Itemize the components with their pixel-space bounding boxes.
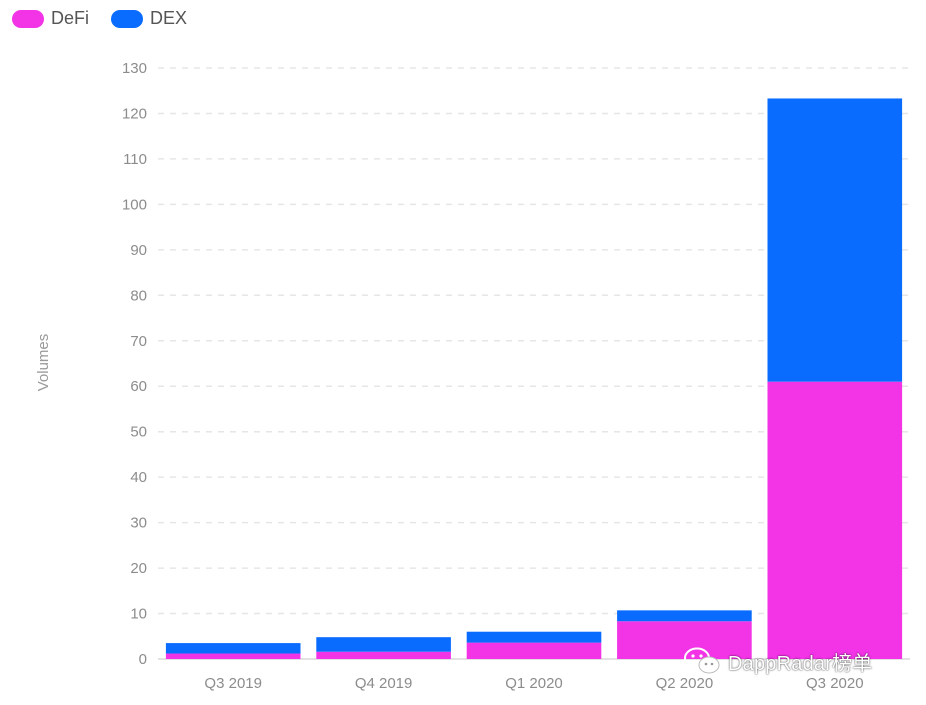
x-tick-label: Q1 2020 — [505, 675, 563, 692]
x-tick-label: Q3 2019 — [204, 675, 262, 692]
bar-defi-q1-2020 — [466, 642, 602, 659]
bar-defi-q3-2020 — [767, 381, 903, 659]
legend-label-dex: DEX — [150, 8, 188, 28]
bar-dex-q4-2019 — [316, 637, 451, 652]
y-tick-label: 20 — [130, 560, 147, 577]
legend-swatch-defi — [12, 9, 44, 28]
y-tick-label: 0 — [139, 651, 147, 668]
y-tick-label: 110 — [123, 151, 147, 168]
watermark-text: DappRadar榜单 — [728, 652, 873, 675]
watermark: DappRadar榜单 — [682, 646, 873, 676]
chart-legend: DeFi DEX — [12, 8, 187, 29]
legend-label-defi: DeFi — [51, 8, 90, 28]
bar-defi-q4-2019 — [316, 651, 451, 659]
y-tick-label: 50 — [130, 424, 147, 441]
y-tick-label: 40 — [130, 469, 147, 486]
y-tick-label: 70 — [130, 333, 147, 350]
legend-item-dex[interactable]: DEX — [111, 8, 187, 29]
legend-item-defi[interactable]: DeFi — [12, 8, 89, 29]
bar-dex-q2-2020 — [617, 610, 752, 622]
y-tick-label: 130 — [122, 60, 147, 77]
wechat-icon — [684, 647, 720, 674]
y-tick-label: 90 — [130, 242, 147, 259]
x-tick-label: Q2 2020 — [656, 675, 714, 692]
x-tick-label: Q4 2019 — [355, 675, 413, 692]
y-tick-label: 30 — [130, 515, 147, 532]
bar-dex-q1-2020 — [466, 631, 602, 643]
legend-swatch-dex — [111, 9, 144, 28]
bar-defi-q2-2020 — [617, 621, 752, 659]
y-tick-label: 60 — [130, 378, 147, 395]
y-axis-label: Volumes — [35, 334, 52, 392]
x-tick-label: Q3 2020 — [806, 675, 864, 692]
bar-dex-q3-2019 — [165, 643, 301, 654]
y-tick-label: 80 — [130, 287, 147, 304]
y-tick-label: 10 — [130, 606, 147, 623]
bar-dex-q3-2020 — [767, 98, 903, 382]
bar-defi-q3-2019 — [165, 653, 301, 659]
y-tick-label: 120 — [122, 105, 147, 122]
y-tick-label: 100 — [122, 196, 147, 213]
